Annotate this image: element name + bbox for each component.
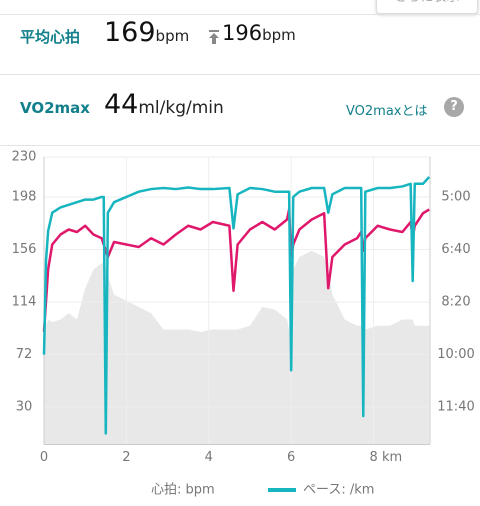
value: 44ml/kg/min (104, 89, 224, 120)
y-tick-label: 72 (16, 347, 33, 362)
y-tick-label: 230 (12, 150, 37, 165)
y2-tick-label: 10:00 (437, 347, 474, 362)
y2-tick-label: 8:20 (441, 295, 470, 310)
background-area (44, 250, 430, 445)
avg-hr: 169 (104, 17, 156, 48)
value: 169bpm (104, 17, 189, 48)
x-tick-label: 4 (205, 450, 213, 465)
y2-tick-label: 11:40 (437, 400, 474, 415)
max-value: 196bpm (222, 21, 296, 45)
y-tick-label: 198 (12, 190, 37, 205)
vo2: 44 (104, 89, 139, 120)
x-tick-label: 8 km (370, 450, 403, 465)
hr-row: 平均心拍 169bpm 196bpm (0, 14, 480, 73)
unit: bpm (262, 26, 296, 44)
x-tick-label: 2 (122, 450, 130, 465)
y-tick-label: 114 (12, 295, 37, 310)
label: VO2max (20, 99, 90, 117)
max-icon (209, 30, 219, 44)
label: 平均心拍 (20, 28, 81, 46)
unit: bpm (155, 27, 190, 45)
x-tick-label: 0 (40, 450, 48, 465)
legend-label: 心拍: bpm (151, 483, 215, 498)
series-line (42, 176, 431, 435)
unit: ml/kg/min (138, 98, 224, 118)
y2-tick-label: 6:40 (441, 242, 470, 257)
help-icon[interactable]: ? (444, 97, 464, 117)
legend-label: ペース: /km (303, 483, 374, 498)
y2-tick-label: 5:00 (441, 189, 470, 204)
y-tick-label: 156 (12, 242, 37, 257)
max-hr: 196 (222, 21, 263, 45)
more-button[interactable]: さらに表示 (376, 0, 478, 14)
x-tick-label: 6 (287, 450, 295, 465)
vo2-row: VO2max 44ml/kg/min VO2maxとは ? (0, 74, 480, 146)
y-tick-label: 30 (16, 400, 33, 415)
vo2-link[interactable]: VO2maxとは (346, 104, 428, 119)
